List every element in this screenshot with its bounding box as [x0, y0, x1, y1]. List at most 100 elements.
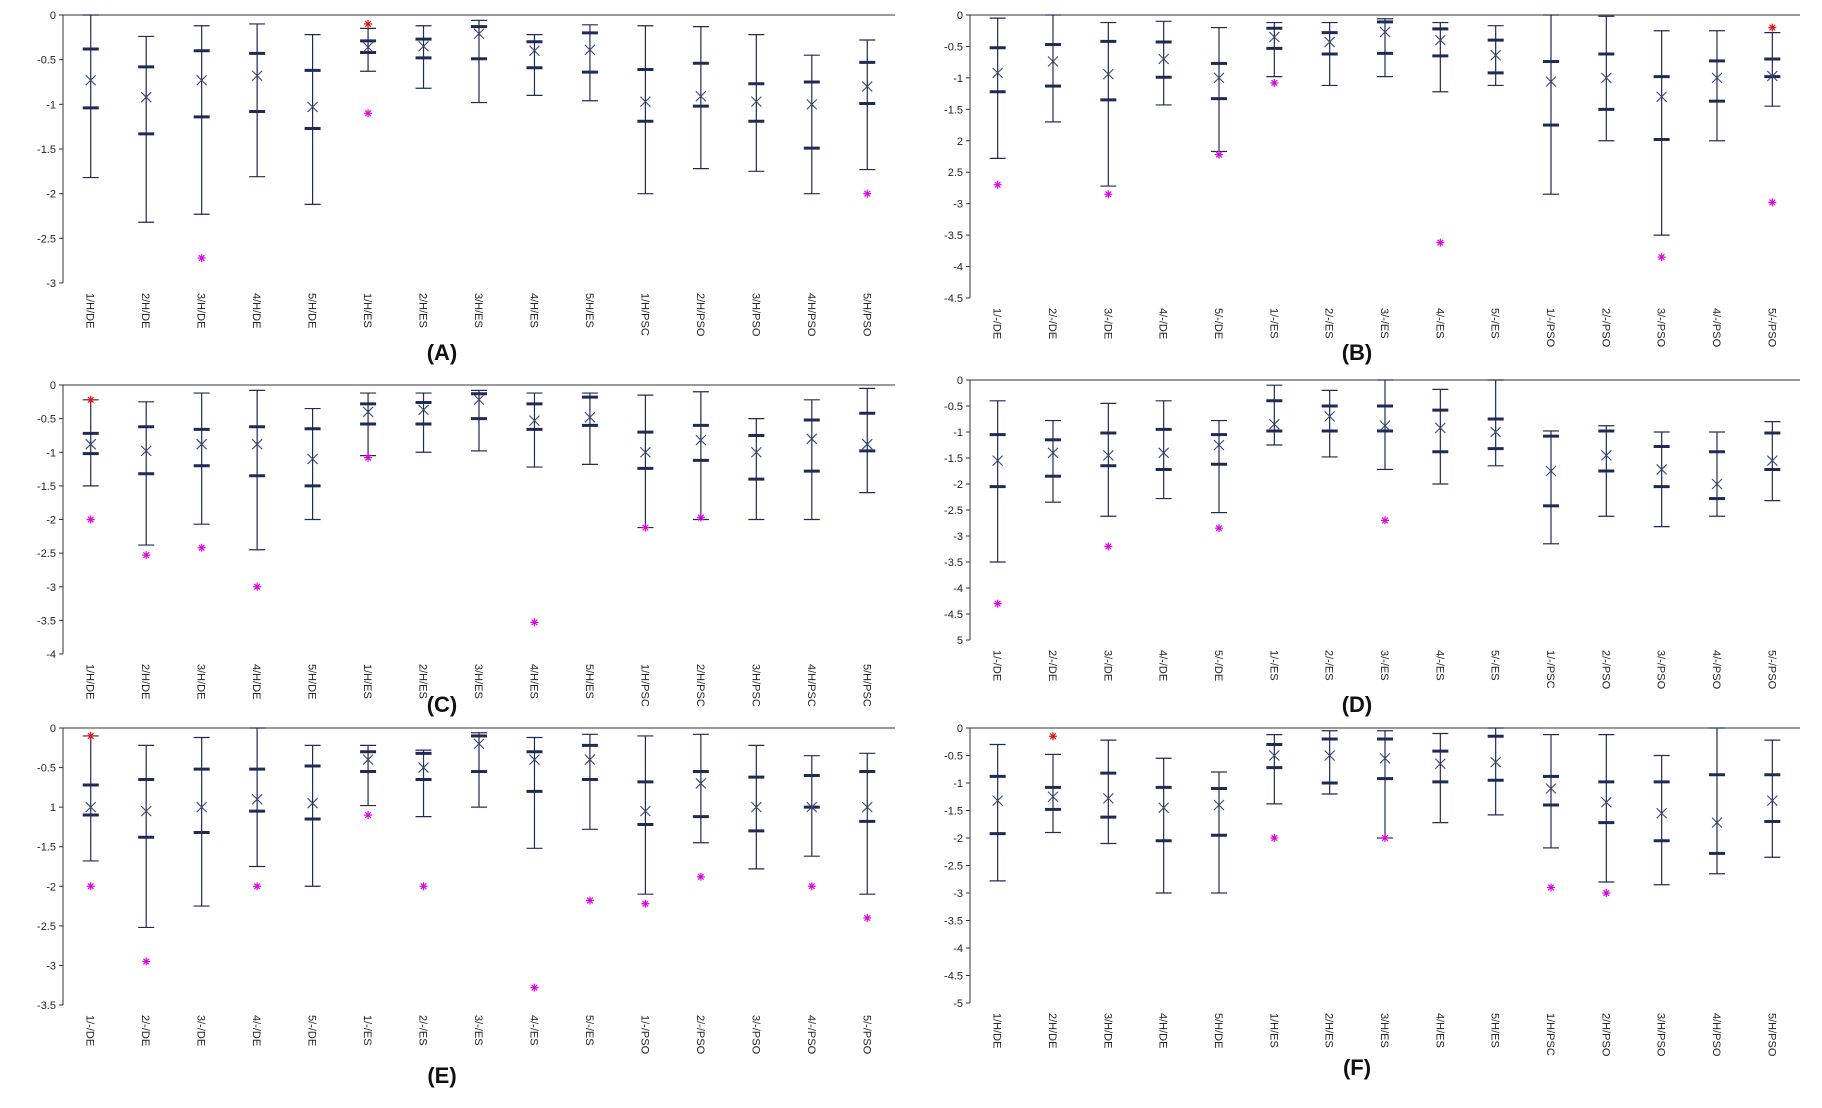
mean-marker: [251, 70, 263, 82]
category-label: 4/H/PSO: [1710, 1013, 1722, 1057]
y-tick-label: -1.5: [37, 842, 56, 854]
y-tick-label: -3: [953, 199, 963, 211]
chart-panel-f: 0 -0.5 -1 -1.5 -2 -2.5 -3 -3.5 -4 -4.5 -5 1/H/DE 2/H…: [944, 723, 1800, 1080]
box-9: [526, 34, 543, 97]
y-tick-label: -4: [953, 262, 963, 274]
y-tick-label: -4: [953, 943, 963, 955]
outlier-point: [86, 515, 95, 524]
box-14: [803, 755, 820, 891]
outlier-point: [1270, 78, 1279, 87]
box-11: [637, 25, 654, 195]
y-tick-label: 0: [957, 723, 963, 735]
category-label: 1/H/DE: [991, 1013, 1003, 1048]
mean-marker: [1047, 56, 1059, 67]
mean-marker: [640, 446, 651, 458]
y-tick-label: -5: [953, 998, 963, 1010]
mean-marker-stroke: [992, 795, 1004, 806]
box-7: [1321, 730, 1338, 795]
mean-marker: [1490, 49, 1502, 61]
box-3: [193, 392, 210, 552]
category-label: 1/-/PSO: [638, 1015, 650, 1055]
chart-panel-c: 0 -0.5 -1 -1.5 -2 -2.5 -3 -3.5 -4 1/H/DE 2/H/DE 3/H…: [37, 380, 895, 717]
mean-marker: [584, 411, 596, 423]
category-label: 5/H/DE: [306, 664, 318, 699]
mean-marker-stroke: [992, 455, 1004, 466]
box-10: [1487, 727, 1504, 816]
category-label: 3/H/PSC: [749, 664, 761, 707]
category-label: 2/-/PSO: [694, 1015, 706, 1055]
category-label: 3/H/DE: [195, 293, 207, 328]
box-12: [1598, 15, 1615, 142]
mean-marker: [362, 754, 374, 766]
mean-marker: [1379, 420, 1391, 432]
y-tick-label: -3.5: [944, 230, 963, 242]
y-tick-label: -1.5: [944, 453, 963, 465]
mean-marker: [1766, 70, 1778, 82]
y-tick-label: -2: [953, 479, 963, 491]
mean-marker: [1434, 422, 1446, 434]
y-tick-label: -3: [46, 278, 56, 290]
outlier-point: [807, 882, 816, 891]
mean-marker-stroke: [1379, 26, 1391, 38]
mean-marker-stroke: [1434, 34, 1446, 46]
box-9: [526, 736, 543, 992]
category-label: 3/-/ES: [1378, 650, 1390, 681]
mean-marker: [861, 801, 873, 813]
mean-marker-stroke: [251, 793, 263, 805]
y-tick-label: -1.5: [37, 481, 56, 493]
y-tick-label: -3.5: [37, 1000, 56, 1012]
mean-marker: [1102, 793, 1114, 804]
box-13: [748, 418, 765, 521]
category-label: 4/H/DE: [250, 293, 262, 328]
category-label: 2/H/PSO: [1599, 1013, 1611, 1057]
mean-marker: [1766, 455, 1778, 466]
y-tick-label: -1: [953, 778, 963, 790]
mean-marker: [750, 801, 762, 813]
outlier-point: [1104, 542, 1113, 551]
category-label: 3/-/ES: [472, 1015, 484, 1046]
mean-marker-stroke: [640, 446, 651, 458]
mean-marker-stroke: [861, 801, 873, 813]
outlier-point-red: [86, 731, 95, 740]
mean-marker-stroke: [418, 40, 429, 52]
category-label: 3/-/PSO: [749, 1015, 761, 1055]
category-label: 1/-/DE: [991, 308, 1003, 339]
mean-marker-stroke: [640, 805, 651, 817]
box-1: [989, 743, 1006, 882]
mean-marker: [196, 74, 208, 86]
category-label: 4/H/DE: [1157, 1013, 1169, 1048]
category-label: 4/-/DE: [250, 1015, 262, 1046]
mean-marker-stroke: [1324, 750, 1336, 761]
mean-marker: [1158, 802, 1170, 814]
box-13: [1653, 30, 1670, 262]
outlier-point: [1215, 524, 1223, 533]
outlier-point: [1657, 253, 1666, 262]
mean-marker: [1711, 478, 1723, 490]
mean-marker-stroke: [1711, 72, 1723, 84]
y-tick-label: -2: [953, 833, 963, 845]
outlier-point: [1270, 834, 1279, 842]
y-tick-label: -2: [46, 881, 56, 893]
box-1: [82, 14, 99, 179]
mean-marker: [1047, 447, 1059, 459]
box-7: [415, 392, 432, 453]
category-label: 3/-/DE: [195, 1015, 207, 1046]
box-2: [1045, 419, 1061, 503]
category-label: 3/H/ES: [1378, 1013, 1390, 1048]
category-label: 3/H/ES: [472, 293, 484, 328]
category-label: 2/-/DE: [1046, 308, 1058, 339]
mean-marker: [1545, 783, 1557, 794]
mean-marker-stroke: [695, 434, 707, 446]
mean-marker-stroke: [1711, 478, 1723, 490]
mean-marker: [750, 446, 762, 458]
y-tick-label: -4.5: [944, 609, 963, 621]
mean-marker: [861, 81, 873, 92]
mean-marker-stroke: [1158, 447, 1170, 459]
mean-marker-stroke: [1545, 783, 1557, 794]
category-label: 2/-/DE: [1046, 650, 1058, 681]
mean-marker-stroke: [750, 801, 762, 813]
y-tick-label: -1: [46, 99, 56, 111]
mean-marker-stroke: [1213, 439, 1225, 451]
mean-marker-stroke: [1490, 756, 1502, 768]
outlier-point: [197, 543, 206, 552]
